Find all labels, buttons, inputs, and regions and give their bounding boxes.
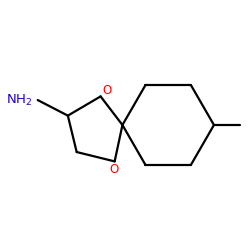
Text: O: O xyxy=(109,163,118,176)
Text: O: O xyxy=(102,84,112,97)
Text: NH$_2$: NH$_2$ xyxy=(6,92,32,108)
